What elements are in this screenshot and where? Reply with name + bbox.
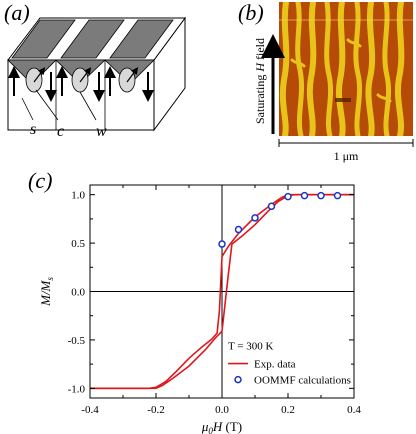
legend: T = 300 K Exp. data OOMMF calculations [228, 341, 351, 387]
data-point [234, 225, 243, 234]
x-tick-label: -0.4 [81, 404, 99, 416]
y-tick-label: 0.5 [71, 238, 85, 250]
data-point [218, 240, 226, 248]
x-tick-label: 0.4 [347, 404, 361, 416]
legend-label: OOMMF calculations [254, 375, 351, 387]
data-point [300, 191, 309, 200]
series-line-0 [90, 193, 354, 390]
temperature-annotation: T = 300 K [228, 341, 273, 353]
y-tick-label: -1.0 [68, 383, 86, 395]
data-point [251, 214, 259, 222]
legend-marker-swatch [234, 375, 242, 384]
data-point [267, 202, 276, 211]
data-point [284, 192, 292, 201]
y-axis-label: M/Ms [38, 277, 55, 307]
y-tick-label: 1.0 [71, 190, 85, 202]
x-axis-label: μ0H (T) [201, 419, 242, 434]
panel-b-label: (b) [238, 0, 264, 25]
data-point [333, 191, 342, 200]
y-tick-label: 0.0 [71, 287, 85, 299]
panel-c-label: (c) [28, 168, 53, 193]
data-point [317, 191, 325, 200]
x-tick-label: 0.2 [281, 404, 295, 416]
legend-label: Exp. data [254, 359, 296, 371]
x-tick-label: 0.0 [215, 404, 229, 416]
y-tick-label: -0.5 [68, 335, 86, 347]
series-line-1 [90, 193, 354, 390]
plot-frame [89, 184, 355, 399]
x-tick-label: -0.2 [147, 404, 164, 416]
